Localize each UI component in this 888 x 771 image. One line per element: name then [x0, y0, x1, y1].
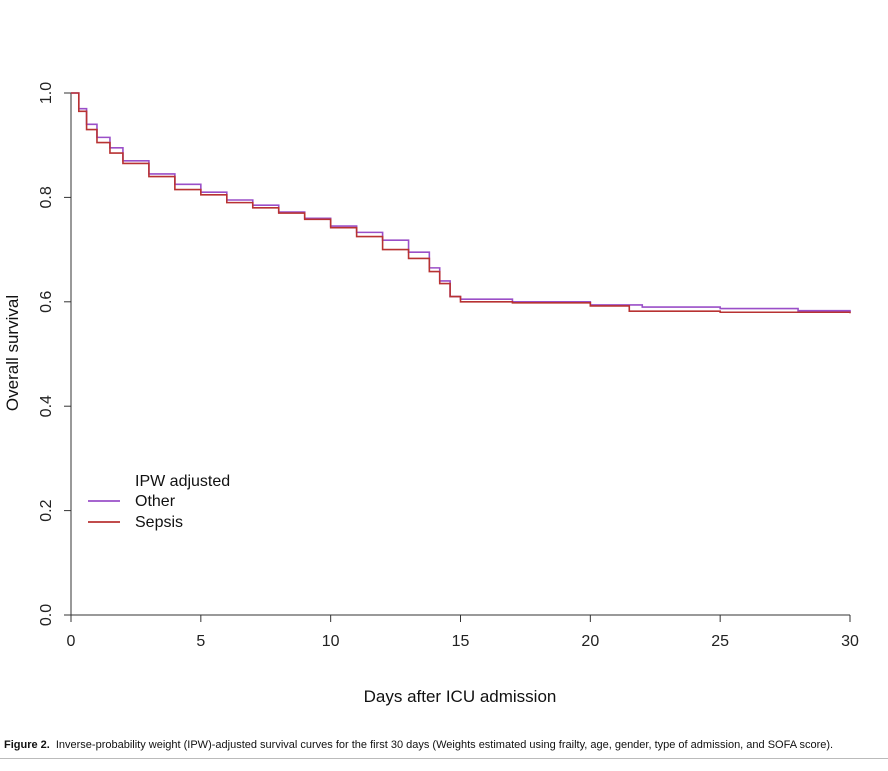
y-tick-label: 0.2 — [38, 499, 55, 521]
legend-title: IPW adjusted — [135, 473, 230, 490]
legend-label-sepsis: Sepsis — [135, 514, 183, 531]
x-tick-label: 0 — [67, 633, 76, 650]
x-tick-label: 10 — [322, 633, 340, 650]
caption-label: Figure 2. — [4, 739, 50, 751]
x-tick-label: 5 — [196, 633, 205, 650]
series-lines — [71, 92, 851, 314]
x-axis-label: Days after ICU admission — [364, 687, 557, 706]
y-tick-label: 1.0 — [38, 82, 55, 104]
y-axis-label: Overall survival — [3, 295, 22, 411]
x-tick-label: 20 — [581, 633, 599, 650]
caption-text: Inverse-probability weight (IPW)-adjuste… — [55, 739, 834, 751]
caption-divider — [0, 758, 888, 759]
y-tick-label: 0.8 — [38, 186, 55, 208]
x-tick-label: 15 — [452, 633, 470, 650]
figure-caption: Figure 2. Inverse-probability weight (IPW… — [4, 739, 884, 751]
x-tick-label: 25 — [711, 633, 729, 650]
x-tick-label: 30 — [841, 633, 859, 650]
axes: 0 5 10 15 20 25 30 0.0 0.2 0.4 0.6 0.8 1.0 — [38, 82, 859, 650]
series-line-other — [71, 92, 851, 313]
survival-chart: 0 5 10 15 20 25 30 0.0 0.2 0.4 0.6 0.8 1.0 IPW adjus… — [3, 82, 859, 706]
y-tick-label: 0.4 — [38, 395, 55, 417]
legend-label-other: Other — [135, 493, 176, 510]
y-tick-label: 0.0 — [38, 604, 55, 626]
legend: IPW adjusted Other Sepsis — [88, 473, 230, 531]
y-tick-label: 0.6 — [38, 291, 55, 313]
series-line-sepsis — [71, 92, 851, 314]
